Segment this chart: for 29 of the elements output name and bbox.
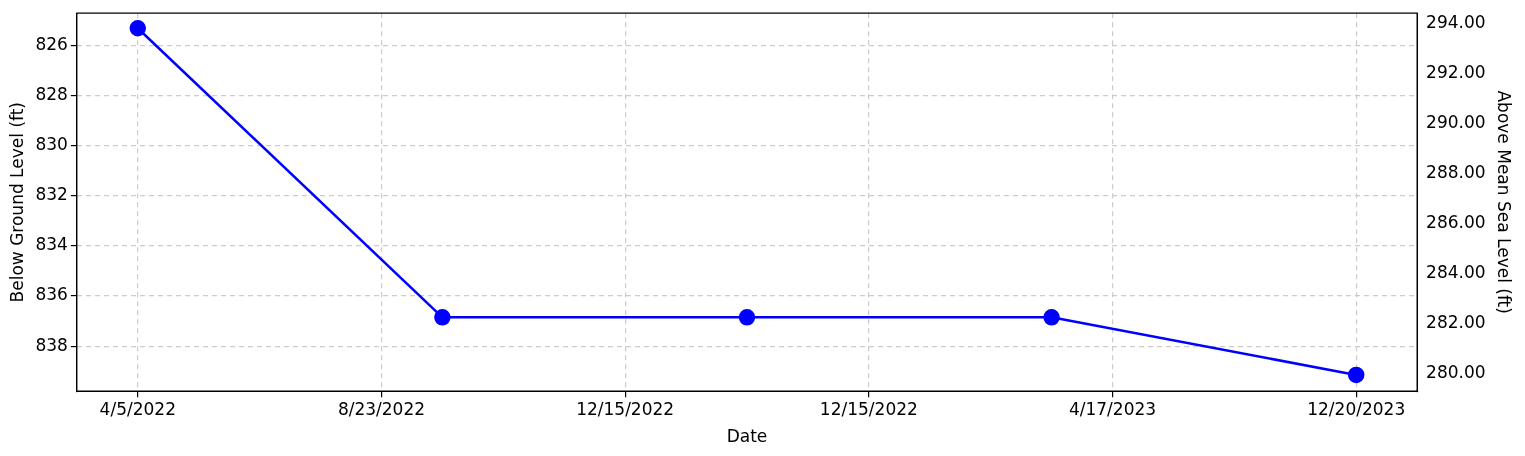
y2-tick-label: 290.00 <box>1426 111 1486 132</box>
y-tick-label: 832 <box>35 184 68 205</box>
y2-tick-label: 294.00 <box>1426 11 1486 32</box>
point <box>1043 309 1060 326</box>
x-tick-label: 4/17/2023 <box>1068 398 1157 419</box>
y-tick-label: 836 <box>35 284 68 305</box>
y2-tick-label: 286.00 <box>1426 211 1486 232</box>
y2-tick-label: 282.00 <box>1426 312 1486 333</box>
y2-tick-label: 280.00 <box>1426 362 1486 383</box>
x-axis-title: Date <box>726 426 768 447</box>
x-tick-label: 4/5/2022 <box>99 398 176 419</box>
y2-axis-title: Above Mean Sea Level (ft) <box>1494 90 1515 314</box>
x-tick-label: 12/15/2022 <box>576 398 675 419</box>
y-tick-label: 828 <box>35 84 68 105</box>
x-tick-label: 12/20/2023 <box>1307 398 1406 419</box>
point <box>434 309 451 326</box>
y2-tick-label: 292.00 <box>1426 61 1486 82</box>
y-axis-title: Below Ground Level (ft) <box>6 102 27 303</box>
x-tick-label: 12/15/2022 <box>819 398 918 419</box>
x-tick-label: 8/23/2022 <box>337 398 426 419</box>
point <box>1347 366 1365 384</box>
point <box>738 309 756 326</box>
y-tick-label: 838 <box>35 334 68 355</box>
y-tick-label: 834 <box>35 234 68 255</box>
y-tick-label: 830 <box>35 134 68 155</box>
y2-tick-label: 284.00 <box>1426 261 1486 282</box>
y2-tick-label: 288.00 <box>1426 161 1486 182</box>
point <box>129 19 147 37</box>
y-tick-label: 826 <box>35 34 68 55</box>
